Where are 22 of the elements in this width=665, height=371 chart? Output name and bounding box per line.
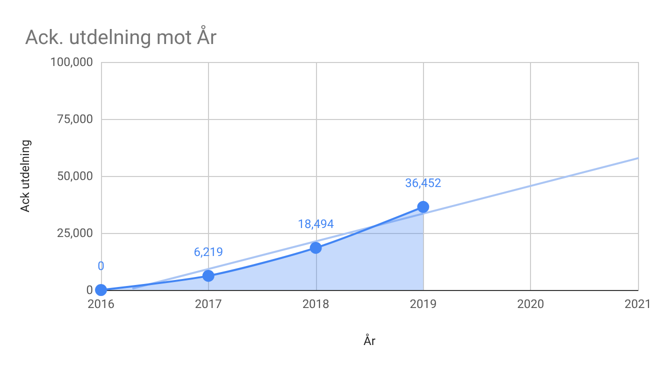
point xyxy=(95,284,107,296)
point xyxy=(310,242,322,254)
data-label: 18,494 xyxy=(298,216,334,231)
data-label: 36,452 xyxy=(405,176,442,190)
y-tick-label: 50,000 xyxy=(56,169,94,183)
y-axis-title: Ack utdelning xyxy=(18,140,32,212)
y-tick-label: 25,000 xyxy=(56,226,94,240)
x-tick-label: 2018 xyxy=(302,297,330,311)
chart-title: Ack. utdelning mot År xyxy=(25,25,217,49)
x-tick-label: 2021 xyxy=(624,297,652,311)
x-tick-label: 2020 xyxy=(517,297,544,311)
x-axis-title: År xyxy=(364,333,376,348)
point xyxy=(417,200,430,213)
x-tick-label: 2017 xyxy=(194,297,222,311)
x-tick-label: 2019 xyxy=(410,297,437,311)
data-label: 6,219 xyxy=(194,244,224,259)
y-tick-label: 75,000 xyxy=(56,112,94,126)
y-tick-label: 100,000 xyxy=(50,55,94,69)
data-label: 0 xyxy=(98,259,105,273)
x-tick-label: 2016 xyxy=(88,297,115,311)
y-tick-label: 0 xyxy=(86,283,94,297)
point xyxy=(202,270,214,282)
